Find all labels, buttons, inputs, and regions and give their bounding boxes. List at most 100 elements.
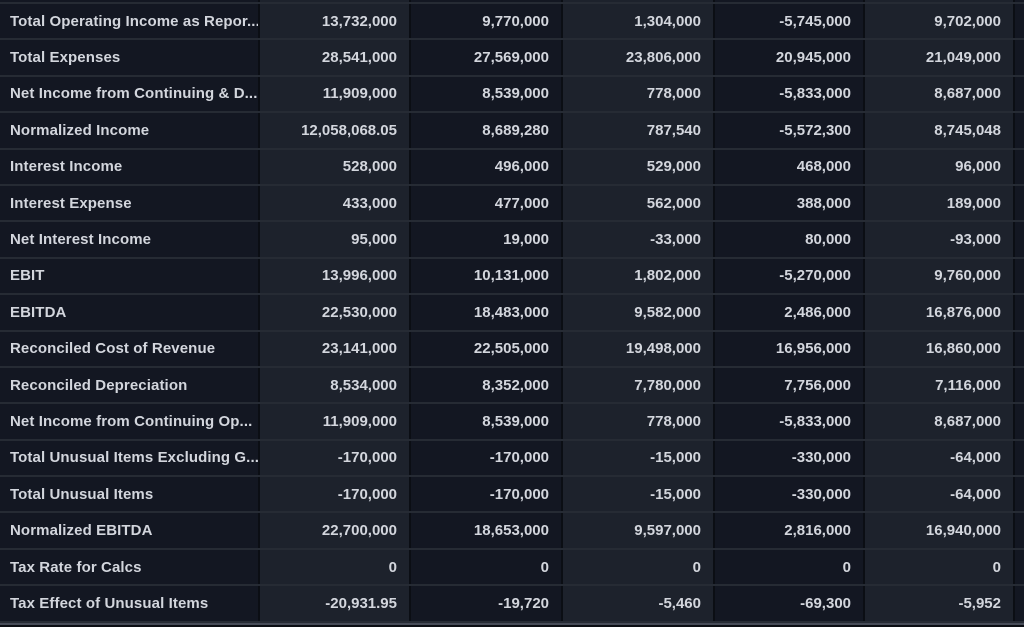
- clipped-column-cell: [1015, 586, 1024, 621]
- cell-value: -15,000: [563, 440, 715, 476]
- clipped-column-cell: [1015, 331, 1024, 366]
- cell-value: 8,539,000: [411, 76, 563, 112]
- cell-value: -170,000: [260, 477, 411, 512]
- clipped-column-cell: [1015, 4, 1024, 39]
- cell-value: -5,745,000: [715, 4, 865, 39]
- cell-value: 562,000: [563, 185, 715, 221]
- cell-value: -170,000: [260, 440, 411, 476]
- cell-value: 22,505,000: [411, 331, 563, 366]
- clipped-column-cell: [1015, 40, 1024, 75]
- cell-value: -19,720: [411, 586, 563, 621]
- cell-value: -170,000: [411, 440, 563, 476]
- cell-value: 19,000: [411, 222, 563, 257]
- clipped-column-cell: [1015, 549, 1024, 585]
- cell-value: 13,732,000: [260, 4, 411, 39]
- cell-value: 96,000: [865, 149, 1015, 184]
- table-row: Tax Rate for Calcs 0 0 0 0 0: [0, 549, 1024, 587]
- table-row: Interest Expense 433,000 477,000 562,000…: [0, 185, 1024, 223]
- table-row: Interest Income 528,000 496,000 529,000 …: [0, 149, 1024, 186]
- cell-value: 9,597,000: [563, 513, 715, 548]
- cell-value: -15,000: [563, 477, 715, 512]
- financials-table-body: Total Operating Income as Repor... 13,73…: [0, 4, 1024, 623]
- cell-value: 2,486,000: [715, 295, 865, 330]
- clipped-column-cell: [1015, 222, 1024, 257]
- table-row: Reconciled Depreciation 8,534,000 8,352,…: [0, 367, 1024, 405]
- cell-value: 22,530,000: [260, 295, 411, 330]
- row-label: Net Interest Income: [0, 222, 260, 257]
- row-label: EBIT: [0, 258, 260, 294]
- cell-value: 11,909,000: [260, 76, 411, 112]
- cell-value: 9,770,000: [411, 4, 563, 39]
- cell-value: 8,745,048: [865, 113, 1015, 148]
- cell-value: 0: [411, 549, 563, 585]
- cell-value: 10,131,000: [411, 258, 563, 294]
- cell-value: 11,909,000: [260, 404, 411, 439]
- cell-value: 18,483,000: [411, 295, 563, 330]
- table-row: Total Unusual Items -170,000 -170,000 -1…: [0, 477, 1024, 514]
- cell-value: 21,049,000: [865, 40, 1015, 75]
- table-row: Reconciled Cost of Revenue 23,141,000 22…: [0, 331, 1024, 368]
- cell-value: 189,000: [865, 185, 1015, 221]
- table-row: EBIT 13,996,000 10,131,000 1,802,000 -5,…: [0, 258, 1024, 296]
- cell-value: 9,582,000: [563, 295, 715, 330]
- cell-value: 13,996,000: [260, 258, 411, 294]
- cell-value: 16,956,000: [715, 331, 865, 366]
- cell-value: 19,498,000: [563, 331, 715, 366]
- row-label: Interest Income: [0, 149, 260, 184]
- row-label: Tax Rate for Calcs: [0, 549, 260, 585]
- cell-value: -64,000: [865, 477, 1015, 512]
- clipped-column-cell: [1015, 258, 1024, 294]
- cell-value: 9,702,000: [865, 4, 1015, 39]
- row-label: Total Unusual Items: [0, 477, 260, 512]
- row-label: Tax Effect of Unusual Items: [0, 586, 260, 621]
- cell-value: 778,000: [563, 404, 715, 439]
- cell-value: 27,569,000: [411, 40, 563, 75]
- table-row: Total Expenses 28,541,000 27,569,000 23,…: [0, 40, 1024, 77]
- cell-value: 496,000: [411, 149, 563, 184]
- row-label: Total Unusual Items Excluding G...: [0, 440, 260, 476]
- cell-value: -330,000: [715, 477, 865, 512]
- table-row: Net Income from Continuing Op... 11,909,…: [0, 404, 1024, 441]
- cell-value: 0: [715, 549, 865, 585]
- row-label: Interest Expense: [0, 185, 260, 221]
- clipped-column-cell: [1015, 76, 1024, 112]
- row-label-cell: [0, 0, 260, 2]
- clipped-column-cell: [1015, 113, 1024, 148]
- cell-value: 1,304,000: [563, 4, 715, 39]
- table-row: Net Interest Income 95,000 19,000 -33,00…: [0, 222, 1024, 259]
- cell-value: 8,687,000: [865, 404, 1015, 439]
- clipped-column-cell: [1015, 295, 1024, 330]
- cell-value: 778,000: [563, 76, 715, 112]
- cell-value: -5,833,000: [715, 404, 865, 439]
- row-label: Reconciled Depreciation: [0, 367, 260, 403]
- cell-value: 0: [260, 549, 411, 585]
- clipped-column-cell: [1015, 149, 1024, 184]
- cell-value: 787,540: [563, 113, 715, 148]
- clipped-column-cell: [1015, 404, 1024, 439]
- cell-value: -5,572,300: [715, 113, 865, 148]
- row-label: Total Expenses: [0, 40, 260, 75]
- horizontal-scrollbar-thumb[interactable]: [0, 622, 1024, 626]
- table-row: Normalized Income 12,058,068.05 8,689,28…: [0, 113, 1024, 150]
- cell-value: 8,687,000: [865, 76, 1015, 112]
- row-label: Reconciled Cost of Revenue: [0, 331, 260, 366]
- cell-value: 7,756,000: [715, 367, 865, 403]
- cell-value: -64,000: [865, 440, 1015, 476]
- cell-value: 20,945,000: [715, 40, 865, 75]
- cell-value: 529,000: [563, 149, 715, 184]
- cell-value: -20,931.95: [260, 586, 411, 621]
- table-row: Total Unusual Items Excluding G... -170,…: [0, 440, 1024, 478]
- cell-value: 8,689,280: [411, 113, 563, 148]
- cell-value: 22,700,000: [260, 513, 411, 548]
- cell-value: -5,460: [563, 586, 715, 621]
- clipped-column-cell: [1015, 185, 1024, 221]
- cell-value: 28,541,000: [260, 40, 411, 75]
- row-label: EBITDA: [0, 295, 260, 330]
- row-label: Net Income from Continuing & D...: [0, 76, 260, 112]
- cell-value: 23,806,000: [563, 40, 715, 75]
- cell-value: 433,000: [260, 185, 411, 221]
- value-cell: [411, 0, 563, 2]
- cell-value: 80,000: [715, 222, 865, 257]
- value-cell: [563, 0, 715, 2]
- cell-value: 9,760,000: [865, 258, 1015, 294]
